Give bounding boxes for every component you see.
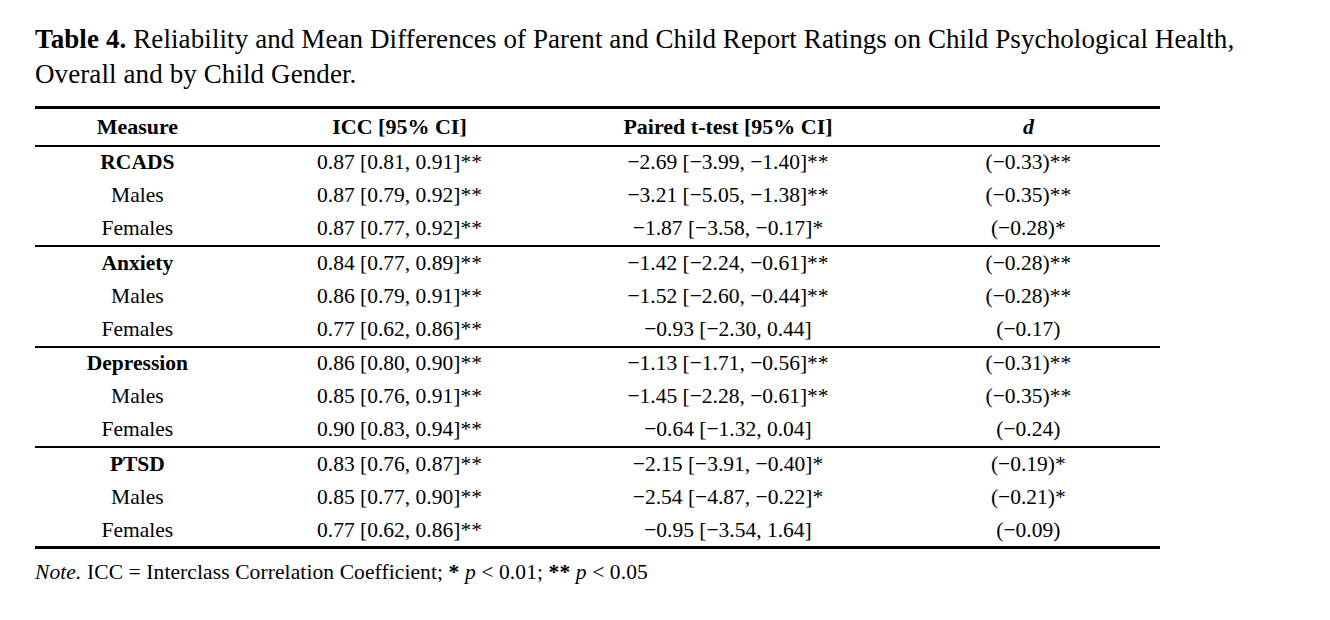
table-row-depression-females: Females 0.90 [0.83, 0.94]** −0.64 [−1.32… xyxy=(35,414,1160,448)
measure-cell: Females xyxy=(35,313,240,347)
icc-cell: 0.77 [0.62, 0.86]** xyxy=(240,313,560,347)
measure-cell: Males xyxy=(35,179,240,213)
table-caption: Table 4. Reliability and Mean Difference… xyxy=(35,22,1307,92)
measure-cell: Anxiety xyxy=(35,246,240,280)
d-cell: (−0.28)* xyxy=(897,213,1160,247)
table-row-depression-males: Males 0.85 [0.76, 0.91]** −1.45 [−2.28, … xyxy=(35,380,1160,414)
measure-cell: Depression xyxy=(35,347,240,381)
col-header-icc: ICC [95% CI] xyxy=(240,108,560,146)
note-sig2-p: p xyxy=(576,560,587,584)
d-cell: (−0.31)** xyxy=(897,347,1160,381)
measure-cell: Females xyxy=(35,514,240,548)
results-table: Measure ICC [95% CI] Paired t-test [95% … xyxy=(35,106,1160,549)
icc-cell: 0.77 [0.62, 0.86]** xyxy=(240,514,560,548)
document-page: Table 4. Reliability and Mean Difference… xyxy=(0,0,1330,620)
measure-cell: Males xyxy=(35,280,240,314)
note-body: ICC = Interclass Correlation Coefficient… xyxy=(87,560,443,584)
icc-cell: 0.84 [0.77, 0.89]** xyxy=(240,246,560,280)
d-cell: (−0.09) xyxy=(897,514,1160,548)
d-cell: (−0.19)* xyxy=(897,447,1160,481)
icc-cell: 0.87 [0.79, 0.92]** xyxy=(240,179,560,213)
measure-cell: PTSD xyxy=(35,447,240,481)
table-row-rcads-females: Females 0.87 [0.77, 0.92]** −1.87 [−3.58… xyxy=(35,213,1160,247)
note-sig1-value: < 0.01; xyxy=(481,560,543,584)
d-cell: (−0.28)** xyxy=(897,280,1160,314)
measure-cell: Males xyxy=(35,380,240,414)
ttest-cell: −1.87 [−3.58, −0.17]* xyxy=(559,213,897,247)
table-row-ptsd: PTSD 0.83 [0.76, 0.87]** −2.15 [−3.91, −… xyxy=(35,447,1160,481)
icc-cell: 0.85 [0.76, 0.91]** xyxy=(240,380,560,414)
table-row-ptsd-males: Males 0.85 [0.77, 0.90]** −2.54 [−4.87, … xyxy=(35,481,1160,515)
header-row: Measure ICC [95% CI] Paired t-test [95% … xyxy=(35,108,1160,146)
ttest-cell: −2.69 [−3.99, −1.40]** xyxy=(559,146,897,180)
d-cell: (−0.33)** xyxy=(897,146,1160,180)
ttest-cell: −1.42 [−2.24, −0.61]** xyxy=(559,246,897,280)
table-row-anxiety-males: Males 0.86 [0.79, 0.91]** −1.52 [−2.60, … xyxy=(35,280,1160,314)
icc-cell: 0.83 [0.76, 0.87]** xyxy=(240,447,560,481)
note-sig1-star: * xyxy=(449,560,460,584)
ttest-cell: −0.93 [−2.30, 0.44] xyxy=(559,313,897,347)
d-cell: (−0.21)* xyxy=(897,481,1160,515)
icc-cell: 0.86 [0.80, 0.90]** xyxy=(240,347,560,381)
ttest-cell: −0.64 [−1.32, 0.04] xyxy=(559,414,897,448)
d-cell: (−0.17) xyxy=(897,313,1160,347)
table-row-depression: Depression 0.86 [0.80, 0.90]** −1.13 [−1… xyxy=(35,347,1160,381)
ttest-cell: −2.54 [−4.87, −0.22]* xyxy=(559,481,897,515)
measure-cell: Females xyxy=(35,213,240,247)
measure-cell: RCADS xyxy=(35,146,240,180)
icc-cell: 0.87 [0.81, 0.91]** xyxy=(240,146,560,180)
table-row-rcads: RCADS 0.87 [0.81, 0.91]** −2.69 [−3.99, … xyxy=(35,146,1160,180)
ttest-cell: −1.45 [−2.28, −0.61]** xyxy=(559,380,897,414)
d-cell: (−0.24) xyxy=(897,414,1160,448)
icc-cell: 0.87 [0.77, 0.92]** xyxy=(240,213,560,247)
table-note: Note. ICC = Interclass Correlation Coeff… xyxy=(35,560,1305,585)
table-row-anxiety-females: Females 0.77 [0.62, 0.86]** −0.93 [−2.30… xyxy=(35,313,1160,347)
note-label: Note. xyxy=(35,560,81,584)
ttest-cell: −1.52 [−2.60, −0.44]** xyxy=(559,280,897,314)
table-row-ptsd-females: Females 0.77 [0.62, 0.86]** −0.95 [−3.54… xyxy=(35,514,1160,548)
table-row-anxiety: Anxiety 0.84 [0.77, 0.89]** −1.42 [−2.24… xyxy=(35,246,1160,280)
icc-cell: 0.85 [0.77, 0.90]** xyxy=(240,481,560,515)
ttest-cell: −3.21 [−5.05, −1.38]** xyxy=(559,179,897,213)
col-header-d: d xyxy=(897,108,1160,146)
table-caption-number: Table 4. xyxy=(35,24,126,54)
ttest-cell: −1.13 [−1.71, −0.56]** xyxy=(559,347,897,381)
table-row-rcads-males: Males 0.87 [0.79, 0.92]** −3.21 [−5.05, … xyxy=(35,179,1160,213)
col-header-paired-ttest: Paired t-test [95% CI] xyxy=(559,108,897,146)
ttest-cell: −0.95 [−3.54, 1.64] xyxy=(559,514,897,548)
note-sig1-p: p xyxy=(465,560,476,584)
d-cell: (−0.35)** xyxy=(897,380,1160,414)
ttest-cell: −2.15 [−3.91, −0.40]* xyxy=(559,447,897,481)
measure-cell: Males xyxy=(35,481,240,515)
icc-cell: 0.90 [0.83, 0.94]** xyxy=(240,414,560,448)
col-header-measure: Measure xyxy=(35,108,240,146)
measure-cell: Females xyxy=(35,414,240,448)
icc-cell: 0.86 [0.79, 0.91]** xyxy=(240,280,560,314)
table-caption-text: Reliability and Mean Differences of Pare… xyxy=(35,24,1234,89)
d-cell: (−0.28)** xyxy=(897,246,1160,280)
note-sig2-star: ** xyxy=(549,560,571,584)
d-cell: (−0.35)** xyxy=(897,179,1160,213)
note-sig2-value: < 0.05 xyxy=(592,560,648,584)
